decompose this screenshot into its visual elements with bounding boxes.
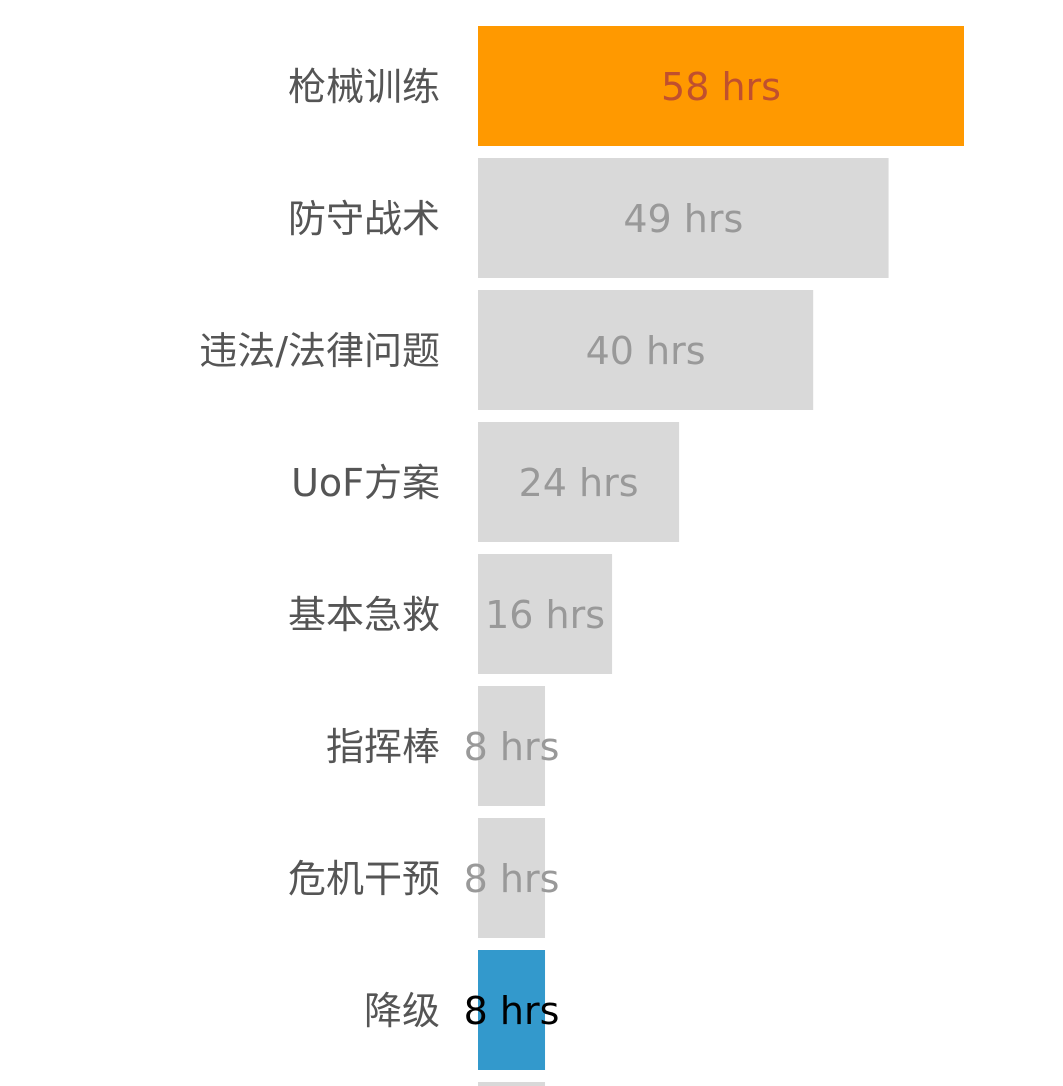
value-label-6: 8 hrs: [464, 857, 560, 901]
value-label-1: 49 hrs: [623, 197, 743, 241]
value-label-5: 8 hrs: [464, 725, 560, 769]
bar-5: [478, 686, 546, 806]
category-label-2: 违法/法律问题: [199, 329, 440, 373]
category-label-6: 危机干预: [288, 857, 440, 901]
category-label-1: 防守战术: [288, 197, 440, 241]
bar-8: [478, 1082, 546, 1086]
bar-7: [478, 950, 546, 1070]
category-label-0: 枪械训练: [288, 65, 440, 109]
bar-1: [478, 158, 889, 278]
category-label-3: UoF方案: [291, 461, 440, 505]
value-label-0: 58 hrs: [661, 65, 781, 109]
bar-4: [478, 554, 613, 674]
value-label-2: 40 hrs: [586, 329, 706, 373]
bar-0: [478, 26, 964, 146]
labels-group: 枪械训练 58 hrs 防守战术 49 hrs 违法/法律问题 40 hrs UoF方案 24…: [199, 65, 781, 1033]
category-label-4: 基本急救: [288, 593, 440, 637]
bar-3: [478, 422, 680, 542]
bar-6: [478, 818, 546, 938]
bar-2: [478, 290, 814, 410]
value-label-7: 8 hrs: [464, 989, 560, 1033]
value-label-3: 24 hrs: [519, 461, 639, 505]
value-label-4: 16 hrs: [485, 593, 605, 637]
category-label-5: 指挥棒: [326, 725, 440, 769]
bars-group: [478, 26, 964, 1086]
category-label-7: 降级: [364, 989, 440, 1033]
